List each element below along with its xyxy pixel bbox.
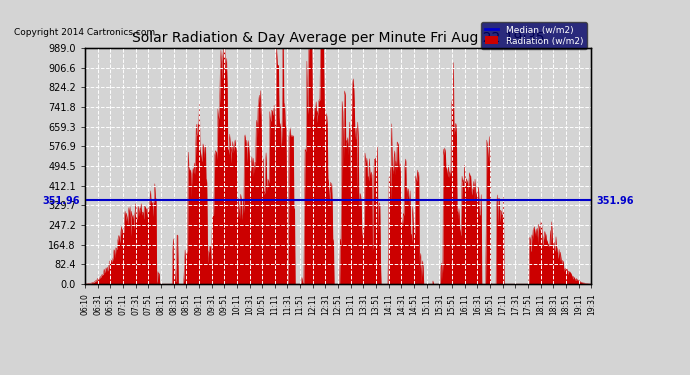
Legend: Median (w/m2), Radiation (w/m2): Median (w/m2), Radiation (w/m2)	[481, 22, 586, 49]
Title: Solar Radiation & Day Average per Minute Fri Aug 22 19:35: Solar Radiation & Day Average per Minute…	[132, 32, 544, 45]
Text: Copyright 2014 Cartronics.com: Copyright 2014 Cartronics.com	[14, 28, 155, 37]
